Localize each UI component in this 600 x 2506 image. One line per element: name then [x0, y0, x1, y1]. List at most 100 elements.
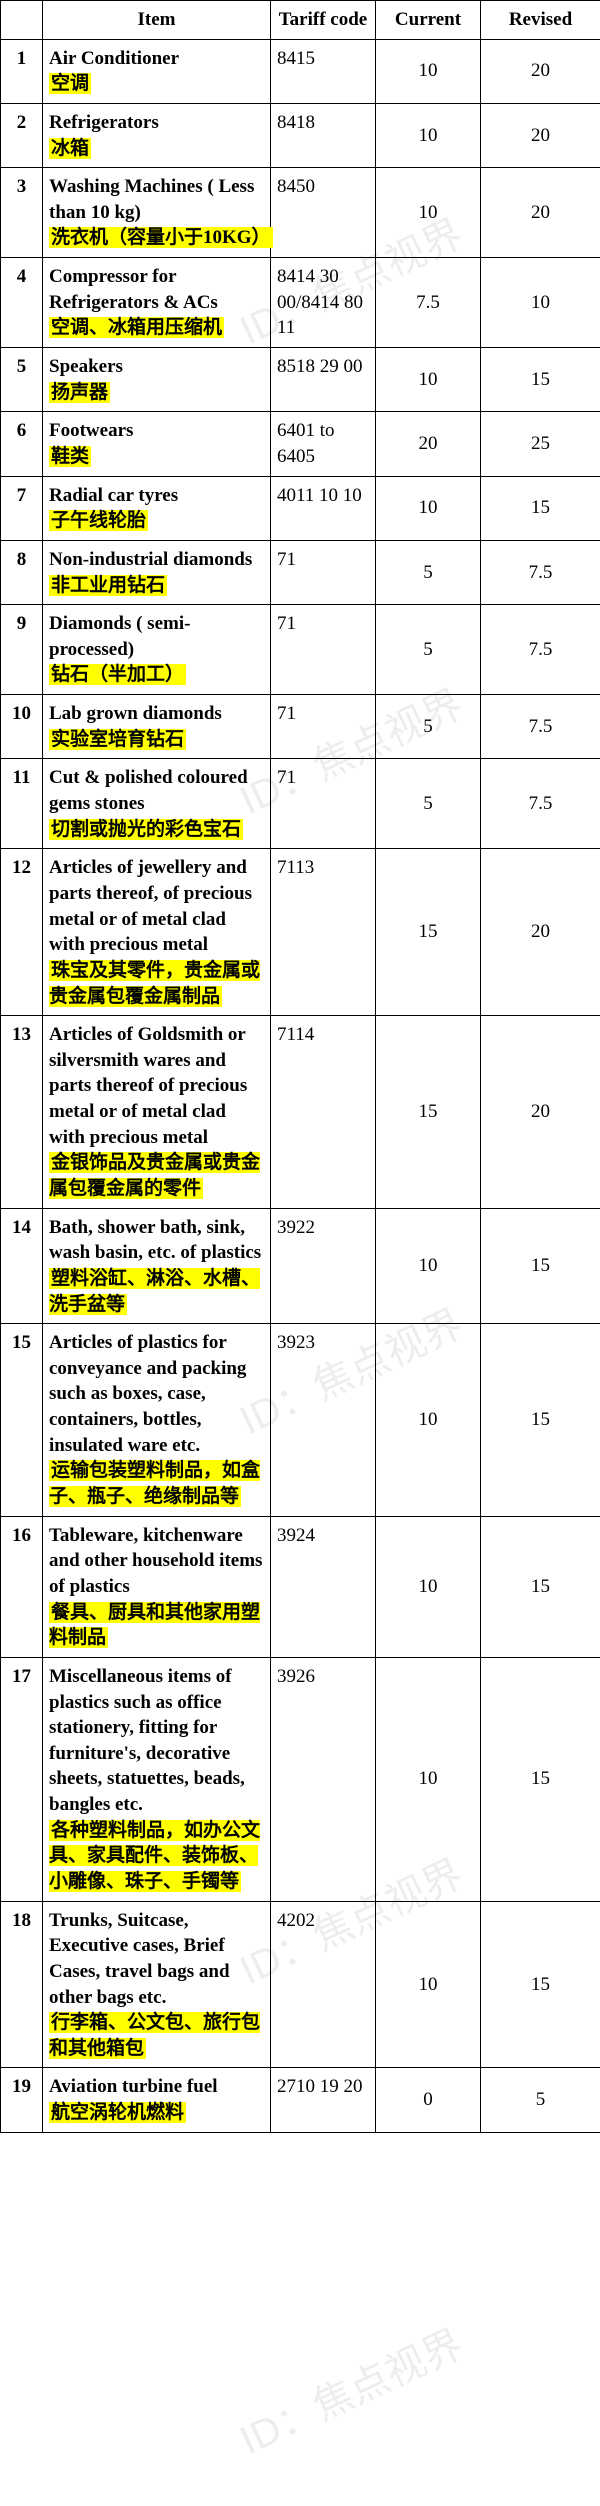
current-value: 5 [376, 605, 481, 695]
item-english: Trunks, Suitcase, Executive cases, Brief… [49, 1908, 264, 2011]
table-row: 2Refrigerators冰箱84181020 [1, 103, 600, 167]
revised-value: 25 [481, 412, 600, 476]
tariff-code: 3926 [271, 1657, 376, 1901]
item-chinese: 子午线轮胎 [49, 510, 148, 531]
table-row: 6Footwears鞋类6401 to 64052025 [1, 412, 600, 476]
current-value: 10 [376, 39, 481, 103]
revised-value: 7.5 [481, 695, 600, 759]
table-row: 12Articles of jewellery and parts thereo… [1, 849, 600, 1016]
item-english: Non-industrial diamonds [49, 547, 264, 573]
tariff-table: Item Tariff code Current Revised 1Air Co… [0, 0, 600, 2133]
current-value: 20 [376, 412, 481, 476]
current-value: 15 [376, 1016, 481, 1208]
revised-value: 5 [481, 2068, 600, 2132]
revised-value: 15 [481, 1208, 600, 1324]
revised-value: 15 [481, 476, 600, 540]
table-row: 17Miscellaneous items of plastics such a… [1, 1657, 600, 1901]
current-value: 10 [376, 168, 481, 258]
row-number: 5 [1, 348, 43, 412]
item-chinese: 钻石（半加工） [49, 664, 186, 685]
watermark-text: ID：焦点视界 [229, 2312, 471, 2466]
current-value: 15 [376, 849, 481, 1016]
tariff-code: 71 [271, 759, 376, 849]
revised-value: 15 [481, 1324, 600, 1516]
revised-value: 20 [481, 103, 600, 167]
table-row: 18Trunks, Suitcase, Executive cases, Bri… [1, 1901, 600, 2068]
row-number: 10 [1, 695, 43, 759]
row-number: 16 [1, 1516, 43, 1657]
item-english: Compressor for Refrigerators & ACs [49, 264, 264, 315]
item-english: Washing Machines ( Less than 10 kg) [49, 174, 264, 225]
item-chinese: 洗衣机（容量小于10KG） [49, 227, 273, 248]
item-english: Articles of Goldsmith or silversmith war… [49, 1022, 264, 1150]
table-row: 1Air Conditioner空调84151020 [1, 39, 600, 103]
tariff-code: 8418 [271, 103, 376, 167]
item-chinese: 实验室培育钻石 [49, 729, 186, 750]
item-cell: Speakers扬声器 [43, 348, 271, 412]
revised-value: 20 [481, 849, 600, 1016]
header-revised: Revised [481, 1, 600, 40]
item-chinese: 航空涡轮机燃料 [49, 2102, 186, 2123]
header-row: Item Tariff code Current Revised [1, 1, 600, 40]
table-row: 9Diamonds ( semi-processed)钻石（半加工）7157.5 [1, 605, 600, 695]
item-chinese: 塑料浴缸、淋浴、水槽、洗手盆等 [49, 1268, 260, 1315]
row-number: 18 [1, 1901, 43, 2068]
item-chinese: 空调、冰箱用压缩机 [49, 317, 224, 338]
item-cell: Footwears鞋类 [43, 412, 271, 476]
row-number: 2 [1, 103, 43, 167]
item-chinese: 鞋类 [49, 446, 91, 467]
table-row: 4Compressor for Refrigerators & ACs空调、冰箱… [1, 258, 600, 348]
item-chinese: 餐具、厨具和其他家用塑料制品 [49, 1602, 260, 1649]
item-english: Miscellaneous items of plastics such as … [49, 1664, 264, 1818]
table-body: 1Air Conditioner空调841510202Refrigerators… [1, 39, 600, 2132]
item-english: Refrigerators [49, 110, 264, 136]
item-cell: Non-industrial diamonds非工业用钻石 [43, 540, 271, 604]
item-cell: Lab grown diamonds实验室培育钻石 [43, 695, 271, 759]
revised-value: 7.5 [481, 540, 600, 604]
row-number: 19 [1, 2068, 43, 2132]
item-english: Footwears [49, 418, 264, 444]
item-chinese: 行李箱、公文包、旅行包和其他箱包 [49, 2012, 260, 2059]
tariff-code: 6401 to 6405 [271, 412, 376, 476]
header-current: Current [376, 1, 481, 40]
item-cell: Diamonds ( semi-processed)钻石（半加工） [43, 605, 271, 695]
row-number: 7 [1, 476, 43, 540]
item-cell: Bath, shower bath, sink, wash basin, etc… [43, 1208, 271, 1324]
item-chinese: 非工业用钻石 [49, 575, 167, 596]
item-cell: Aviation turbine fuel航空涡轮机燃料 [43, 2068, 271, 2132]
tariff-code: 3924 [271, 1516, 376, 1657]
current-value: 5 [376, 695, 481, 759]
tariff-code: 8450 [271, 168, 376, 258]
table-row: 11Cut & polished coloured gems stones切割或… [1, 759, 600, 849]
table-row: 3Washing Machines ( Less than 10 kg)洗衣机（… [1, 168, 600, 258]
table-row: 13Articles of Goldsmith or silversmith w… [1, 1016, 600, 1208]
row-number: 9 [1, 605, 43, 695]
item-cell: Articles of Goldsmith or silversmith war… [43, 1016, 271, 1208]
revised-value: 7.5 [481, 759, 600, 849]
table-row: 15Articles of plastics for conveyance an… [1, 1324, 600, 1516]
item-english: Aviation turbine fuel [49, 2074, 264, 2100]
row-number: 15 [1, 1324, 43, 1516]
item-english: Bath, shower bath, sink, wash basin, etc… [49, 1215, 264, 1266]
row-number: 13 [1, 1016, 43, 1208]
item-english: Tableware, kitchenware and other househo… [49, 1523, 264, 1600]
revised-value: 20 [481, 1016, 600, 1208]
tariff-code: 71 [271, 605, 376, 695]
item-cell: Compressor for Refrigerators & ACs空调、冰箱用… [43, 258, 271, 348]
tariff-code: 4202 [271, 1901, 376, 2068]
item-english: Radial car tyres [49, 483, 264, 509]
item-english: Lab grown diamonds [49, 701, 264, 727]
item-cell: Tableware, kitchenware and other househo… [43, 1516, 271, 1657]
tariff-code: 7113 [271, 849, 376, 1016]
revised-value: 15 [481, 1516, 600, 1657]
item-english: Air Conditioner [49, 46, 264, 72]
header-item: Item [43, 1, 271, 40]
current-value: 10 [376, 103, 481, 167]
current-value: 0 [376, 2068, 481, 2132]
revised-value: 15 [481, 1901, 600, 2068]
item-english: Articles of plastics for conveyance and … [49, 1330, 264, 1458]
row-number: 12 [1, 849, 43, 1016]
revised-value: 10 [481, 258, 600, 348]
current-value: 10 [376, 476, 481, 540]
tariff-code: 2710 19 20 [271, 2068, 376, 2132]
